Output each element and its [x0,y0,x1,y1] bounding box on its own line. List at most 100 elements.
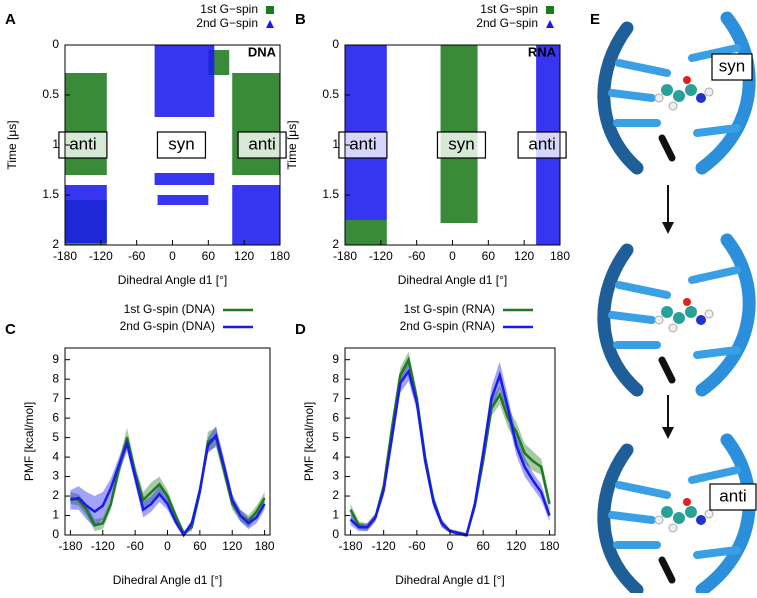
panel-label: E [590,11,600,28]
x-tick-label: 60 [202,249,216,263]
helix-image [604,440,749,590]
arrow-head [662,222,674,234]
y-tick-label: 5 [52,430,59,444]
y-tick-label: 1.5 [42,187,59,201]
illustration-panel: E syn anti [590,11,757,590]
arrow-head [662,427,674,439]
x-tick-label: 0 [447,539,454,553]
y-tick-label: 8 [52,371,59,385]
x-tick-label: -180 [333,249,357,263]
y-tick-label: 2 [52,488,59,502]
annotation: DNA [248,44,277,59]
legend-marker [546,20,554,28]
y-tick-label: 0.5 [322,87,339,101]
y-tick-label: 1 [332,137,339,151]
legend-label: 2nd G−spin [476,16,538,30]
x-axis-label: Dihedral Angle d1 [°] [395,573,505,587]
x-axis-label: Dihedral Angle d1 [°] [398,273,508,287]
y-tick-label: 2 [52,237,59,251]
occupancy-region [232,73,280,175]
label-box [711,53,753,81]
annotation: RNA [528,44,557,59]
plot-area [70,425,266,538]
y-tick-label: 1 [52,137,59,151]
x-tick-label: 180 [539,539,559,553]
annotation: anti [248,134,275,153]
y-tick-label: 2 [332,237,339,251]
x-tick-label: -60 [408,249,426,263]
occupancy-region [65,73,107,175]
y-tick-label: 5 [332,430,339,444]
x-tick-label: 120 [514,249,534,263]
x-tick-label: -120 [91,539,115,553]
y-tick-label: 7 [332,391,339,405]
occupancy-region [157,195,209,205]
occupancy-region [232,185,280,245]
y-axis-label: PMF [kcal/mol] [302,402,316,481]
x-tick-label: 180 [550,249,570,263]
x-tick-label: -120 [89,249,113,263]
helix-image [604,18,749,168]
occupancy-region [345,220,387,245]
legend-label: 1st G-spin (RNA) [404,302,495,316]
helix-image [604,240,749,390]
legend-label: 2nd G-spin (RNA) [400,319,495,333]
legend-marker [266,20,274,28]
panel-label: B [295,11,306,28]
occupancy-region [154,173,215,185]
annotation: syn [448,134,474,153]
state-label: syn [719,56,745,75]
x-tick-label: -60 [126,539,144,553]
legend-marker [266,6,274,14]
y-tick-label: 1 [52,508,59,522]
x-tick-label: 180 [255,539,275,553]
y-tick-label: 8 [332,371,339,385]
y-tick-label: 0 [332,527,339,541]
legend-label: 2nd G-spin (DNA) [120,319,215,333]
label-box [517,131,567,159]
y-tick-label: 4 [332,449,339,463]
x-tick-label: 60 [482,249,496,263]
x-axis-label: Dihedral Angle d1 [°] [118,273,228,287]
y-tick-label: 0 [332,37,339,51]
y-tick-label: 1 [332,508,339,522]
label-box [156,131,207,159]
legend-label: 2nd G−spin [196,16,258,30]
line [349,368,551,537]
x-tick-label: 0 [449,249,456,263]
x-tick-label: 0 [164,539,171,553]
chart-panel: D 1st G-spin (RNA) 2nd G-spin (RNA) -180 -12… [295,302,560,587]
panel-label: D [295,321,306,338]
y-tick-label: 0 [52,527,59,541]
x-axis-label: Dihedral Angle d1 [°] [113,573,223,587]
x-tick-label: -120 [369,249,393,263]
y-axis-label: PMF [kcal/mol] [22,402,36,481]
y-tick-label: 3 [332,469,339,483]
y-tick-label: 0 [52,37,59,51]
y-tick-label: 3 [52,469,59,483]
x-tick-label: 120 [234,249,254,263]
x-tick-label: 120 [506,539,526,553]
plot-area [349,351,551,537]
x-tick-label: 60 [193,539,207,553]
occupancy-region [65,185,107,243]
label-box [709,483,757,511]
legend-label: 1st G-spin (DNA) [124,302,215,316]
y-tick-label: 4 [52,449,59,463]
x-tick-label: -180 [58,539,82,553]
annotation: anti [528,134,555,153]
legend-label: 1st G−spin [480,2,538,16]
y-axis-label: Time [μs] [285,120,299,169]
y-tick-label: 1.5 [322,187,339,201]
y-tick-label: 0.5 [42,87,59,101]
y-axis-label: Time [μs] [5,120,19,169]
annotation: anti [69,134,96,153]
panel-label: A [5,11,16,28]
panel-label: C [5,321,16,338]
legend-label: 1st G−spin [200,2,258,16]
annotation: syn [168,134,194,153]
legend-marker [546,6,554,14]
error-band [70,425,265,537]
y-tick-label: 6 [52,410,59,424]
